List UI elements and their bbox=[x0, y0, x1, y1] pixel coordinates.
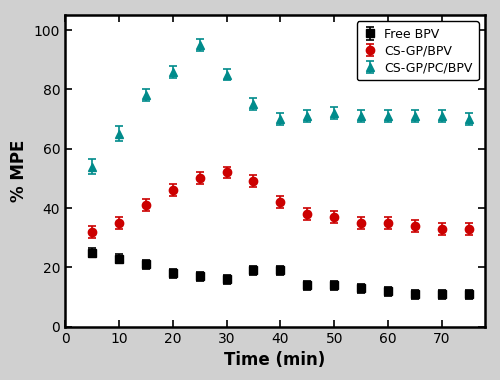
Y-axis label: % MPE: % MPE bbox=[10, 140, 28, 202]
Legend: Free BPV, CS-GP/BPV, CS-GP/PC/BPV: Free BPV, CS-GP/BPV, CS-GP/PC/BPV bbox=[356, 21, 479, 81]
X-axis label: Time (min): Time (min) bbox=[224, 351, 326, 369]
